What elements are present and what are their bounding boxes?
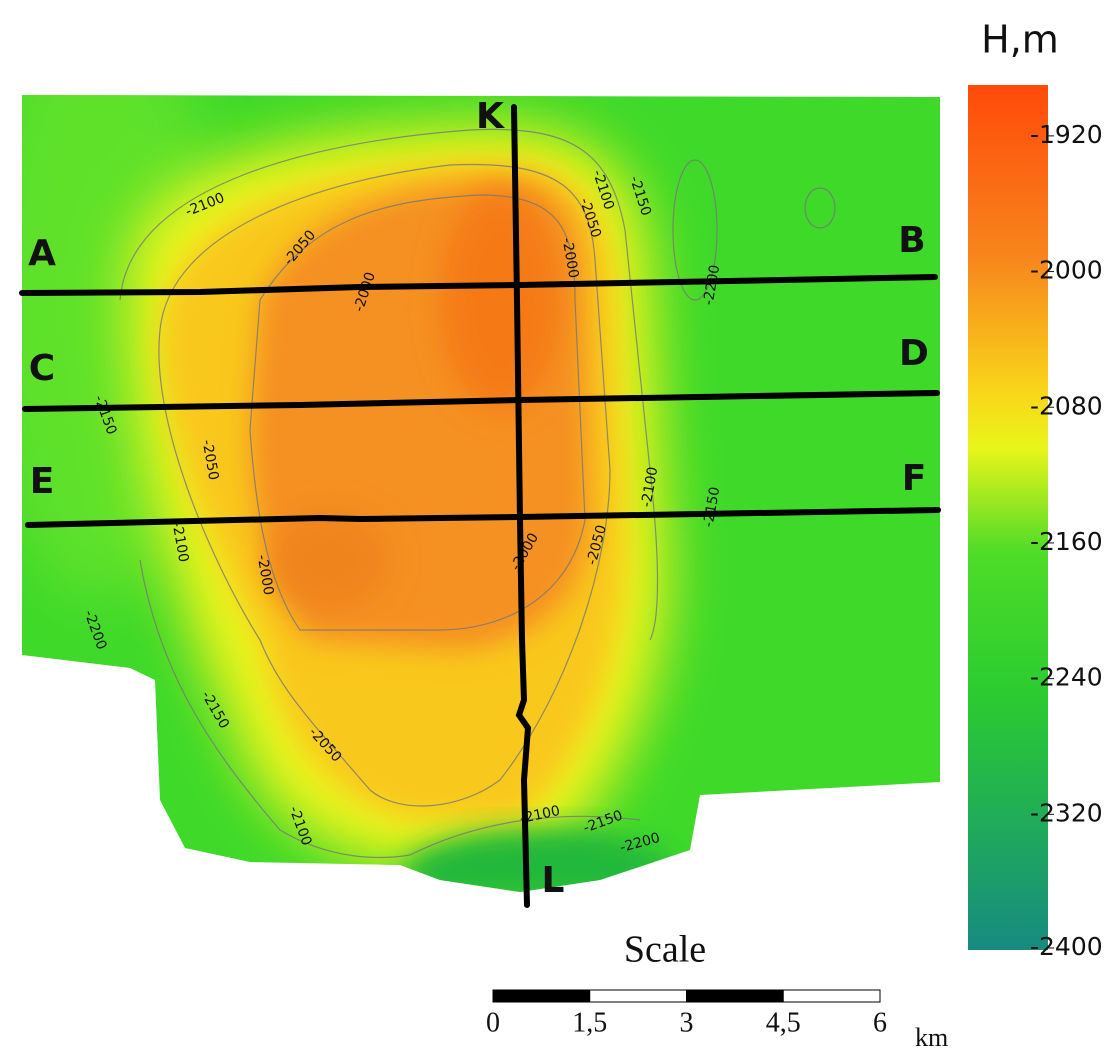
scale-label: 3	[680, 1007, 694, 1038]
profile-cd	[22, 390, 940, 412]
contour-label: -2050	[199, 439, 222, 482]
profile-label: A	[28, 233, 56, 274]
colorbar-tick-label: -2160	[1030, 527, 1103, 556]
colorbar-tick-label: -2000	[1030, 256, 1103, 285]
scale-label: 1,5	[572, 1007, 607, 1038]
profile-ef	[25, 507, 941, 528]
contour-label: -2100	[639, 466, 662, 509]
profile-label: K	[476, 96, 505, 137]
colorbar-tick-label: -1920	[1030, 120, 1103, 149]
profile-label: F	[902, 458, 927, 499]
colorbar-tick-label: -2400	[1030, 932, 1103, 961]
scale-segment	[589, 989, 687, 1003]
contour-label: -2100	[169, 521, 192, 564]
colorbar	[968, 85, 1048, 950]
colorbar-tick-label: -2080	[1030, 391, 1103, 420]
contour-label: -2200	[701, 264, 724, 307]
scale-title: Scale	[624, 929, 706, 971]
scale-label: 4,5	[766, 1007, 801, 1038]
scale-segment	[782, 989, 881, 1003]
scale-segment	[492, 989, 591, 1003]
scale-label: 0	[486, 1007, 500, 1038]
profile-label: B	[898, 220, 925, 261]
profile-label: E	[30, 461, 55, 502]
scale-unit: km	[915, 1023, 948, 1052]
profile-label: C	[29, 348, 55, 389]
contour-label: -2000	[254, 554, 277, 597]
profile-ab	[19, 274, 938, 296]
profile-kl	[511, 104, 532, 908]
map-surface	[22, 95, 940, 892]
profile-label: L	[542, 860, 565, 901]
contour-label: -2000	[559, 237, 582, 280]
colorbar-title: H,m	[981, 18, 1059, 62]
contour-label: -2150	[701, 486, 724, 529]
scale-label: 6	[873, 1007, 887, 1038]
colorbar-tick-label: -2320	[1030, 798, 1103, 827]
scale-segment	[686, 989, 784, 1003]
colorbar-tick-label: -2240	[1030, 663, 1103, 692]
profile-label: D	[899, 333, 929, 374]
